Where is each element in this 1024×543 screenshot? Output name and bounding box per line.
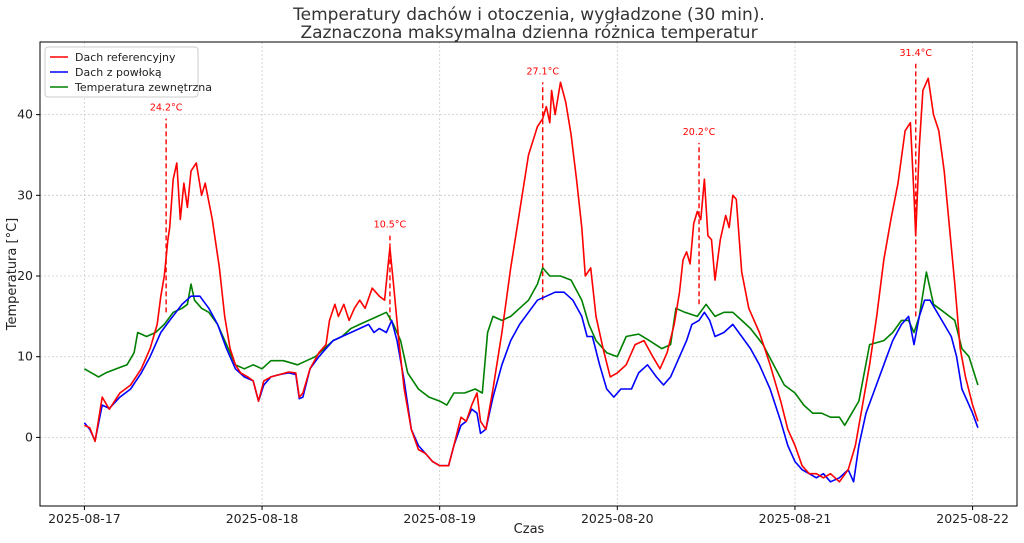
- x-tick-label: 2025-08-17: [48, 511, 121, 526]
- y-tick-label: 10: [17, 349, 33, 364]
- max-diff-label: 24.2°C: [150, 103, 183, 114]
- max-diff-label: 31.4°C: [899, 48, 932, 59]
- series-lines: [83, 77, 979, 483]
- x-tick-label: 2025-08-20: [581, 511, 654, 526]
- x-tick-label: 2025-08-21: [759, 511, 832, 526]
- max-diff-label: 27.1°C: [526, 66, 559, 77]
- y-tick-label: 0: [25, 429, 33, 444]
- max-diff-label: 10.5°C: [374, 220, 407, 231]
- x-tick-label: 2025-08-18: [226, 511, 299, 526]
- legend-label-coated-roof: Dach z powłoką: [75, 66, 162, 79]
- series-line-outdoor-temperature: [83, 267, 979, 427]
- annotations: 24.2°C 10.5°C 27.1°C 20.2°C 31.4°C: [150, 48, 932, 321]
- chart-title: Temperatury dachów i otoczenia, wygładzo…: [292, 5, 765, 43]
- title-line-1: Temperatury dachów i otoczenia, wygładzo…: [292, 5, 765, 25]
- series-line-coated-roof: [83, 291, 979, 483]
- max-diff-label: 20.2°C: [683, 127, 716, 138]
- legend-label-outdoor-temperature: Temperatura zewnętrzna: [74, 81, 212, 94]
- y-tick-label: 40: [17, 107, 33, 122]
- axis-ticks: 2025-08-17 2025-08-18 2025-08-19 2025-08-20…: [17, 107, 1009, 526]
- x-tick-label: 2025-08-19: [403, 511, 476, 526]
- y-tick-label: 20: [17, 268, 33, 283]
- y-axis-label: Temperatura [°C]: [5, 218, 20, 331]
- x-tick-label: 2025-08-22: [936, 511, 1009, 526]
- title-line-2: Zaznaczona maksymalna dzienna różnica te…: [300, 23, 757, 43]
- series-line-reference-roof: [84, 77, 979, 483]
- legend-frame: [44, 46, 199, 98]
- legend-label-reference-roof: Dach referencyjny: [75, 51, 176, 64]
- legend: Dach referencyjny Dach z powłoką Tempera…: [44, 46, 212, 98]
- x-axis-label: Czas: [514, 522, 545, 537]
- y-tick-label: 30: [17, 187, 33, 202]
- plot-frame: [39, 41, 1018, 507]
- grid: [40, 42, 1017, 506]
